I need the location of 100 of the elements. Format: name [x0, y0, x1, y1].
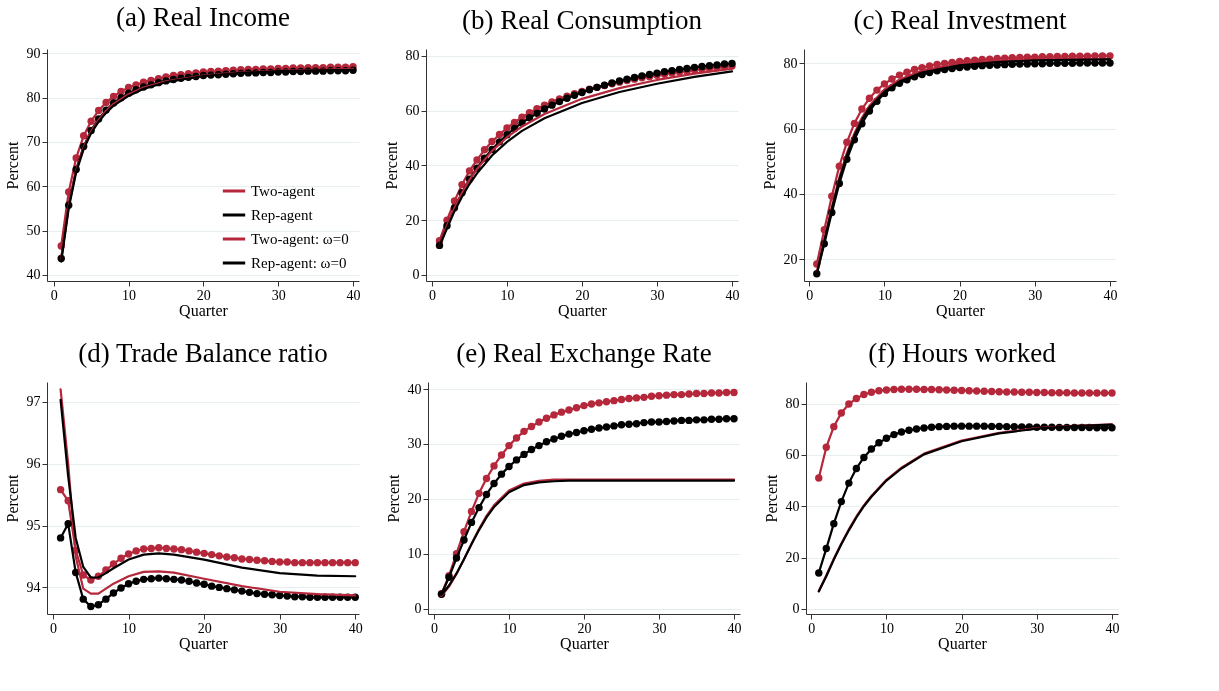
- point: [275, 558, 284, 566]
- point: [64, 519, 72, 528]
- point: [230, 554, 239, 562]
- point: [655, 392, 663, 400]
- point: [72, 568, 80, 577]
- point: [482, 474, 491, 483]
- point: [132, 577, 140, 585]
- point: [610, 422, 618, 430]
- point: [525, 114, 534, 122]
- point: [625, 420, 633, 428]
- y-tick-label: 40: [785, 498, 800, 514]
- point: [700, 389, 708, 398]
- point: [336, 558, 344, 567]
- point: [912, 385, 921, 393]
- point: [482, 490, 491, 499]
- point: [625, 394, 633, 403]
- point: [557, 432, 566, 440]
- y-tick-label: 60: [785, 447, 800, 463]
- point: [275, 591, 284, 600]
- point: [1040, 388, 1049, 397]
- point: [873, 86, 881, 94]
- point: [223, 584, 231, 593]
- legend-label: Rep-agent: [251, 207, 314, 223]
- point: [117, 584, 125, 592]
- y-tick-label: 40: [783, 186, 798, 202]
- chart-title: (f) Hours worked: [868, 338, 1057, 368]
- point: [452, 554, 461, 562]
- point: [313, 558, 322, 567]
- point: [268, 557, 276, 566]
- point: [79, 132, 88, 140]
- point: [670, 417, 678, 425]
- point: [700, 416, 708, 424]
- point: [822, 443, 831, 451]
- point: [882, 386, 891, 394]
- x-tick-label: 20: [197, 620, 212, 636]
- x-axis-title: Quarter: [558, 301, 608, 319]
- point: [238, 587, 246, 595]
- point: [1048, 389, 1056, 397]
- point: [670, 390, 678, 399]
- point: [905, 426, 913, 434]
- point: [1063, 389, 1071, 397]
- point: [185, 547, 193, 555]
- point: [685, 390, 693, 398]
- point: [867, 388, 876, 396]
- x-axis-title: Quarter: [938, 634, 988, 652]
- point: [185, 577, 193, 585]
- point: [162, 575, 171, 583]
- point: [306, 558, 314, 567]
- point: [102, 98, 110, 107]
- chart-title: (a) Real Income: [116, 2, 290, 33]
- y-tick-label: 0: [414, 601, 422, 617]
- point: [860, 453, 868, 462]
- point: [987, 387, 996, 396]
- point: [572, 404, 581, 412]
- point: [875, 439, 883, 447]
- point: [458, 180, 466, 189]
- point: [505, 462, 513, 471]
- point: [351, 558, 359, 567]
- y-axis-title: Percent: [382, 140, 400, 190]
- y-tick-label: 96: [26, 456, 41, 472]
- point: [230, 586, 239, 594]
- x-tick-label: 20: [196, 287, 211, 303]
- point: [987, 422, 996, 431]
- point: [467, 518, 476, 527]
- point: [223, 553, 231, 561]
- x-tick-label: 10: [122, 287, 137, 303]
- point: [880, 80, 889, 88]
- point: [495, 130, 504, 139]
- point: [177, 545, 186, 554]
- chart-title: (e) Real Exchange Rate: [456, 338, 712, 368]
- point: [503, 124, 511, 132]
- point: [1108, 423, 1116, 432]
- point: [527, 445, 536, 454]
- point: [595, 424, 603, 432]
- point: [535, 418, 543, 426]
- y-tick-label: 0: [792, 601, 800, 617]
- x-tick-label: 40: [1105, 620, 1120, 636]
- y-tick-label: 40: [405, 157, 420, 173]
- point: [845, 479, 853, 487]
- x-tick-label: 0: [50, 287, 58, 303]
- x-axis-title: Quarter: [560, 634, 610, 652]
- point: [617, 395, 626, 404]
- point: [995, 388, 1003, 396]
- point: [109, 92, 118, 101]
- point: [897, 385, 906, 393]
- point: [87, 602, 95, 611]
- point: [662, 417, 671, 426]
- point: [1033, 388, 1041, 397]
- point: [572, 428, 581, 437]
- point: [950, 422, 958, 430]
- point: [830, 519, 838, 528]
- point: [215, 552, 223, 560]
- point: [1100, 389, 1109, 397]
- point: [903, 68, 911, 76]
- point: [542, 414, 551, 422]
- point: [488, 137, 496, 146]
- y-axis-title: Percent: [762, 473, 780, 523]
- point: [147, 544, 155, 553]
- x-tick-label: 40: [1103, 287, 1118, 303]
- point: [912, 425, 921, 433]
